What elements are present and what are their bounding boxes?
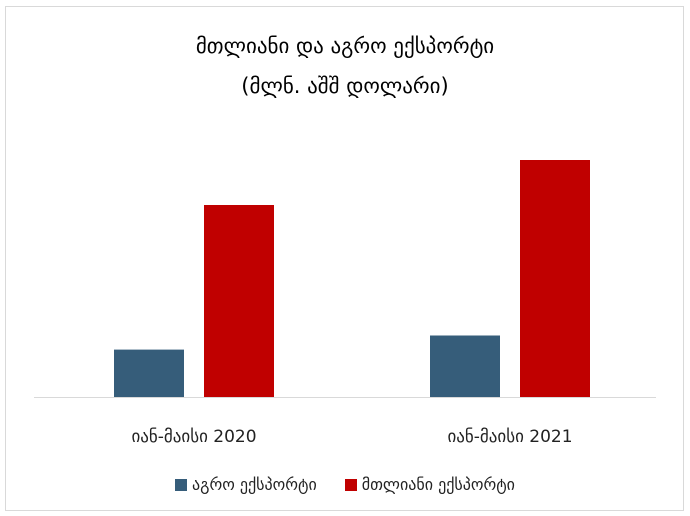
legend-label-agro: აგრო ექსპორტი [192, 475, 317, 494]
legend-label-total: მთლიანი ექსპორტი [361, 475, 515, 494]
plot-area: იან-მაისი 2020 იან-მაისი 2021 [34, 160, 656, 447]
x-tick-label-0: იან-მაისი 2020 [131, 427, 256, 447]
x-tick-label-1: იან-მაისი 2021 [447, 427, 572, 447]
chart-legend: აგრო ექსპორტი მთლიანი ექსპორტი [0, 475, 690, 494]
legend-swatch-total [344, 478, 357, 491]
legend-item-total: მთლიანი ექსპორტი [344, 475, 515, 494]
bar-total-1 [520, 160, 590, 397]
legend-swatch-agro [175, 478, 188, 491]
bar-agro-0 [114, 349, 184, 397]
chart-title-line1: მთლიანი და აგრო ექსპორტი [195, 34, 495, 58]
bar-agro-1 [430, 335, 500, 397]
legend-item-agro: აგრო ექსპორტი [175, 475, 317, 494]
chart-title-line2: (მლნ. აშშ დოლარი) [241, 74, 449, 98]
bar-total-0 [204, 205, 274, 397]
